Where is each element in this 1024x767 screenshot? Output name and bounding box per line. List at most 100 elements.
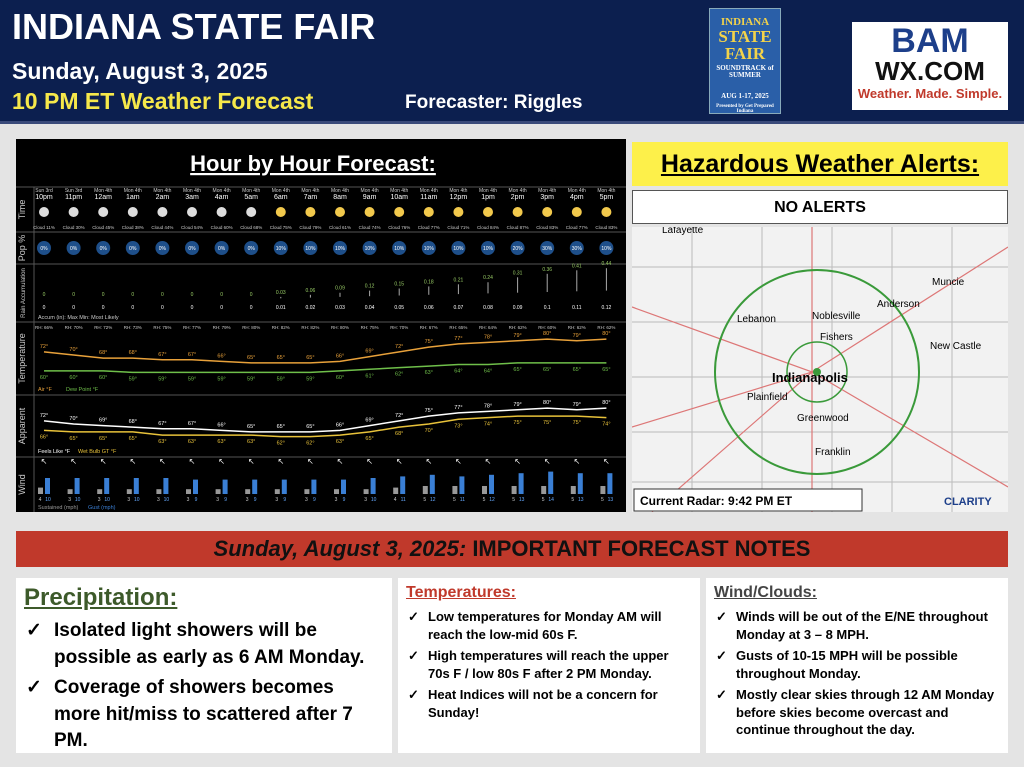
wet-bulb-label: 63°: [247, 439, 255, 445]
sustained-label: 3: [335, 497, 338, 503]
gust-bar: [252, 479, 258, 494]
cloud-label: Cloud 44%: [151, 225, 173, 230]
rain-max: 0.41: [572, 263, 582, 269]
day-label: Mon 4th: [94, 188, 112, 194]
day-label: Mon 4th: [272, 188, 290, 194]
cloud-label: Cloud 83%: [595, 225, 617, 230]
sustained-label: 3: [364, 497, 367, 503]
hour-label: 5pm: [600, 194, 614, 201]
air-temp-label: 65°: [277, 355, 285, 361]
sky-icon: [364, 207, 375, 217]
dew-point-label: 63°: [425, 370, 433, 376]
rain-min: 0.05: [394, 305, 404, 311]
hour-label: 12am: [94, 194, 112, 201]
sky-icon: [601, 207, 612, 217]
sustained-bar: [156, 489, 162, 494]
rh-label: RH: 82%: [272, 325, 290, 330]
dew-point-label: 65°: [543, 367, 551, 373]
dew-point-label: 59°: [217, 376, 225, 382]
pop-badge: [362, 241, 377, 255]
sustained-label: 5: [483, 497, 486, 503]
pop-badge: [540, 241, 555, 255]
sustained-label: 4: [394, 497, 397, 503]
wet-bulb-label: 62°: [277, 441, 285, 447]
sky-icon: [571, 207, 582, 217]
pop-badge: [125, 241, 140, 255]
rh-label: RH: 60%: [538, 325, 556, 330]
gust-label: 10: [164, 497, 170, 503]
hour-label: 12pm: [450, 194, 468, 201]
city-label: Muncie: [932, 277, 965, 288]
gust-bar: [193, 479, 198, 494]
hour-label: 11am: [420, 194, 437, 201]
rain-max: 0.31: [513, 270, 523, 276]
rain-min: 0.12: [602, 305, 612, 311]
city-label: Franklin: [815, 447, 851, 458]
air-temp-label: 65°: [247, 355, 255, 361]
rh-label: RH: 62%: [509, 325, 527, 330]
gust-bar: [489, 474, 494, 494]
sky-icon: [157, 207, 168, 217]
pop-label: 10%: [394, 246, 405, 252]
legend: Sustained (mph): [38, 505, 79, 511]
air-temp-label: 69°: [365, 349, 373, 355]
notes-box: Wind/Clouds: Winds will be out of the E/N…: [706, 578, 1008, 753]
cloud-label: Cloud 60%: [211, 225, 233, 230]
gust-bar: [281, 479, 287, 494]
air-temp-label: 67°: [188, 352, 196, 358]
hour-label: 10am: [390, 194, 408, 201]
rh-label: RH: 62%: [568, 325, 586, 330]
rain-max: 0.06: [306, 288, 316, 294]
rain-min: 0.09: [513, 305, 523, 311]
legend: Accum (in): Max Min: Most Likely: [38, 315, 119, 321]
wet-bulb-label: 63°: [158, 439, 166, 445]
sustained-bar: [245, 489, 251, 494]
rain-min: 0: [72, 305, 75, 311]
city-label: Greenwood: [797, 413, 849, 424]
banner-title: IMPORTANT FORECAST NOTES: [472, 536, 811, 561]
wind-arrow: ↖: [307, 457, 314, 466]
pop-badge: [421, 241, 436, 255]
city-label: Noblesville: [812, 311, 861, 322]
dew-point-label: 61°: [365, 373, 373, 379]
rh-label: RH: 70%: [390, 325, 408, 330]
note-item: Low temperatures for Monday AM will reac…: [406, 608, 692, 643]
pop-label: 0%: [40, 246, 48, 252]
gust-bar: [577, 473, 583, 494]
cloud-label: Cloud 79%: [299, 225, 321, 230]
wet-bulb-label: 65°: [69, 436, 77, 442]
sustained-bar: [600, 486, 606, 494]
feels-like-label: 75°: [425, 408, 433, 414]
feels-like-label: 65°: [306, 424, 314, 430]
city-label: Lebanon: [737, 314, 776, 325]
pop-badge: [244, 241, 259, 255]
rain-min: 0.08: [483, 305, 493, 311]
wind-arrow: ↖: [41, 457, 48, 466]
cloud-label: Cloud 54%: [181, 225, 203, 230]
hour-label: 7am: [304, 194, 318, 201]
wind-arrow: ↖: [544, 457, 551, 466]
hour-label: 10pm: [35, 194, 53, 201]
rain-min: 0: [220, 305, 223, 311]
cloud-label: Cloud 77%: [566, 225, 588, 230]
rain-min: 0: [102, 305, 105, 311]
city-label: Fishers: [820, 332, 853, 343]
pop-badge: [273, 241, 288, 255]
feels-like-label: 72°: [40, 413, 48, 419]
wind-arrow: ↖: [129, 457, 136, 466]
gust-label: 9: [343, 497, 346, 503]
rain-min: 0: [191, 305, 194, 311]
hour-label: 3am: [185, 194, 199, 201]
day-label: Sun 3rd: [35, 188, 53, 194]
cloud-label: Cloud 30%: [63, 225, 85, 230]
wet-bulb-label: 63°: [188, 439, 196, 445]
dew-point-label: 65°: [573, 367, 581, 373]
gust-label: 10: [134, 497, 140, 503]
wet-bulb-label: 74°: [484, 422, 492, 428]
pop-label: 10%: [305, 246, 316, 252]
dew-point-label: 59°: [277, 376, 285, 382]
sustained-bar: [363, 489, 369, 494]
day-label: Mon 4th: [568, 188, 586, 194]
pop-label: 0%: [100, 246, 108, 252]
air-temp-label: 79°: [513, 333, 521, 339]
